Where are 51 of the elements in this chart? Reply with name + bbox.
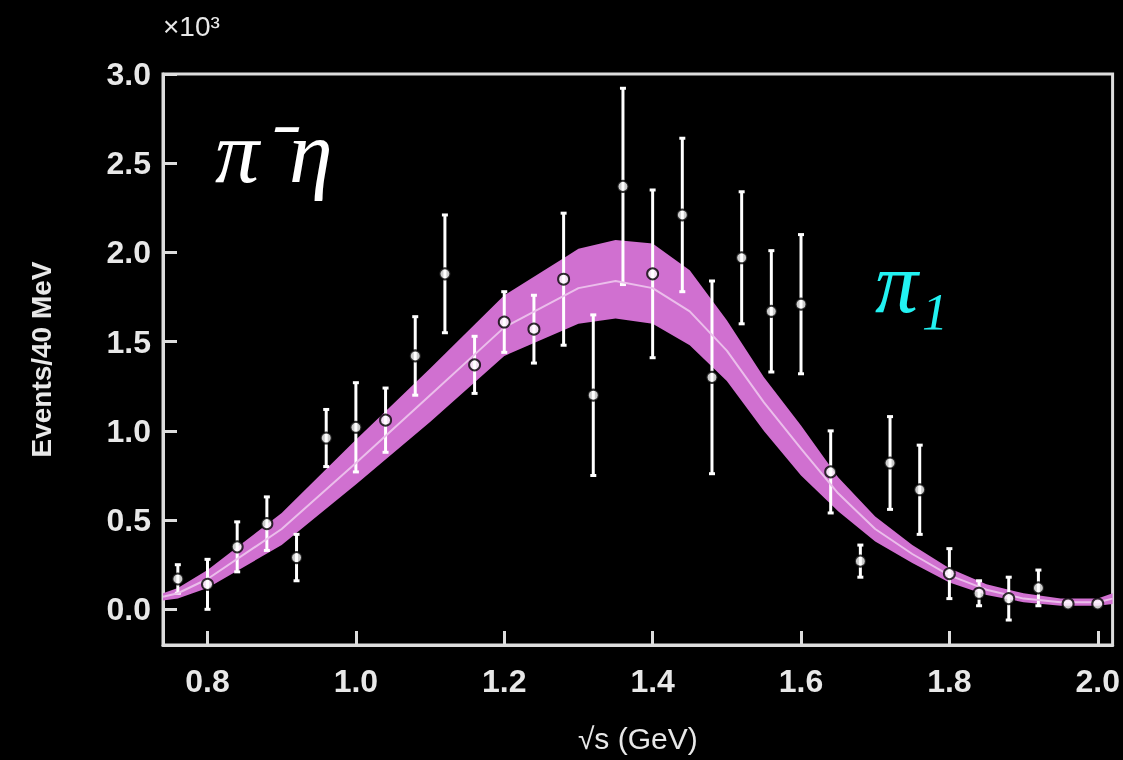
y-tick-label: 1.0 xyxy=(106,412,151,449)
point xyxy=(230,540,244,554)
point xyxy=(408,349,422,363)
y-tick-label: 0.0 xyxy=(106,591,151,628)
point xyxy=(319,431,333,445)
y-tick-label: 3.0 xyxy=(106,56,151,92)
x-axis-title: √s (GeV) xyxy=(577,721,698,755)
point xyxy=(1091,597,1105,611)
point xyxy=(438,267,452,281)
annotation: π⁻η xyxy=(215,103,333,201)
point xyxy=(794,297,808,311)
point xyxy=(260,517,274,531)
y-tick-label: 0.5 xyxy=(106,502,151,539)
point xyxy=(1061,597,1075,611)
point xyxy=(586,388,600,402)
point xyxy=(497,315,511,329)
point xyxy=(379,413,393,427)
y-tick-label: 1.5 xyxy=(106,323,151,360)
point xyxy=(764,304,778,318)
x-tick-label: 1.6 xyxy=(778,663,824,699)
point xyxy=(616,179,630,193)
point xyxy=(913,483,927,497)
y-tick-label: 2.0 xyxy=(106,234,151,271)
point xyxy=(824,465,838,479)
point xyxy=(646,267,660,281)
y-tick-label: 2.5 xyxy=(106,145,151,182)
point xyxy=(201,577,215,591)
point xyxy=(705,370,719,384)
x-tick-label: 1.4 xyxy=(630,663,676,699)
x-tick-label: 2.0 xyxy=(1075,663,1120,699)
point xyxy=(468,358,482,372)
point xyxy=(883,456,897,470)
x-tick-label: 1.0 xyxy=(333,663,379,699)
point xyxy=(349,420,363,434)
point xyxy=(675,208,689,222)
annotation: π₁ xyxy=(875,235,948,331)
point xyxy=(735,251,749,265)
point xyxy=(527,322,541,336)
text: ×10³ xyxy=(163,10,220,42)
point xyxy=(1002,592,1016,606)
point xyxy=(290,551,304,565)
point xyxy=(972,586,986,600)
point xyxy=(853,554,867,568)
point xyxy=(171,572,185,586)
point xyxy=(1031,581,1045,595)
point xyxy=(942,567,956,581)
point xyxy=(557,272,571,286)
x-tick-label: 1.8 xyxy=(927,663,972,699)
x-tick-label: 0.8 xyxy=(185,663,230,699)
x-tick-label: 1.2 xyxy=(482,663,527,699)
y-axis-title: Events/40 MeV xyxy=(25,261,57,458)
